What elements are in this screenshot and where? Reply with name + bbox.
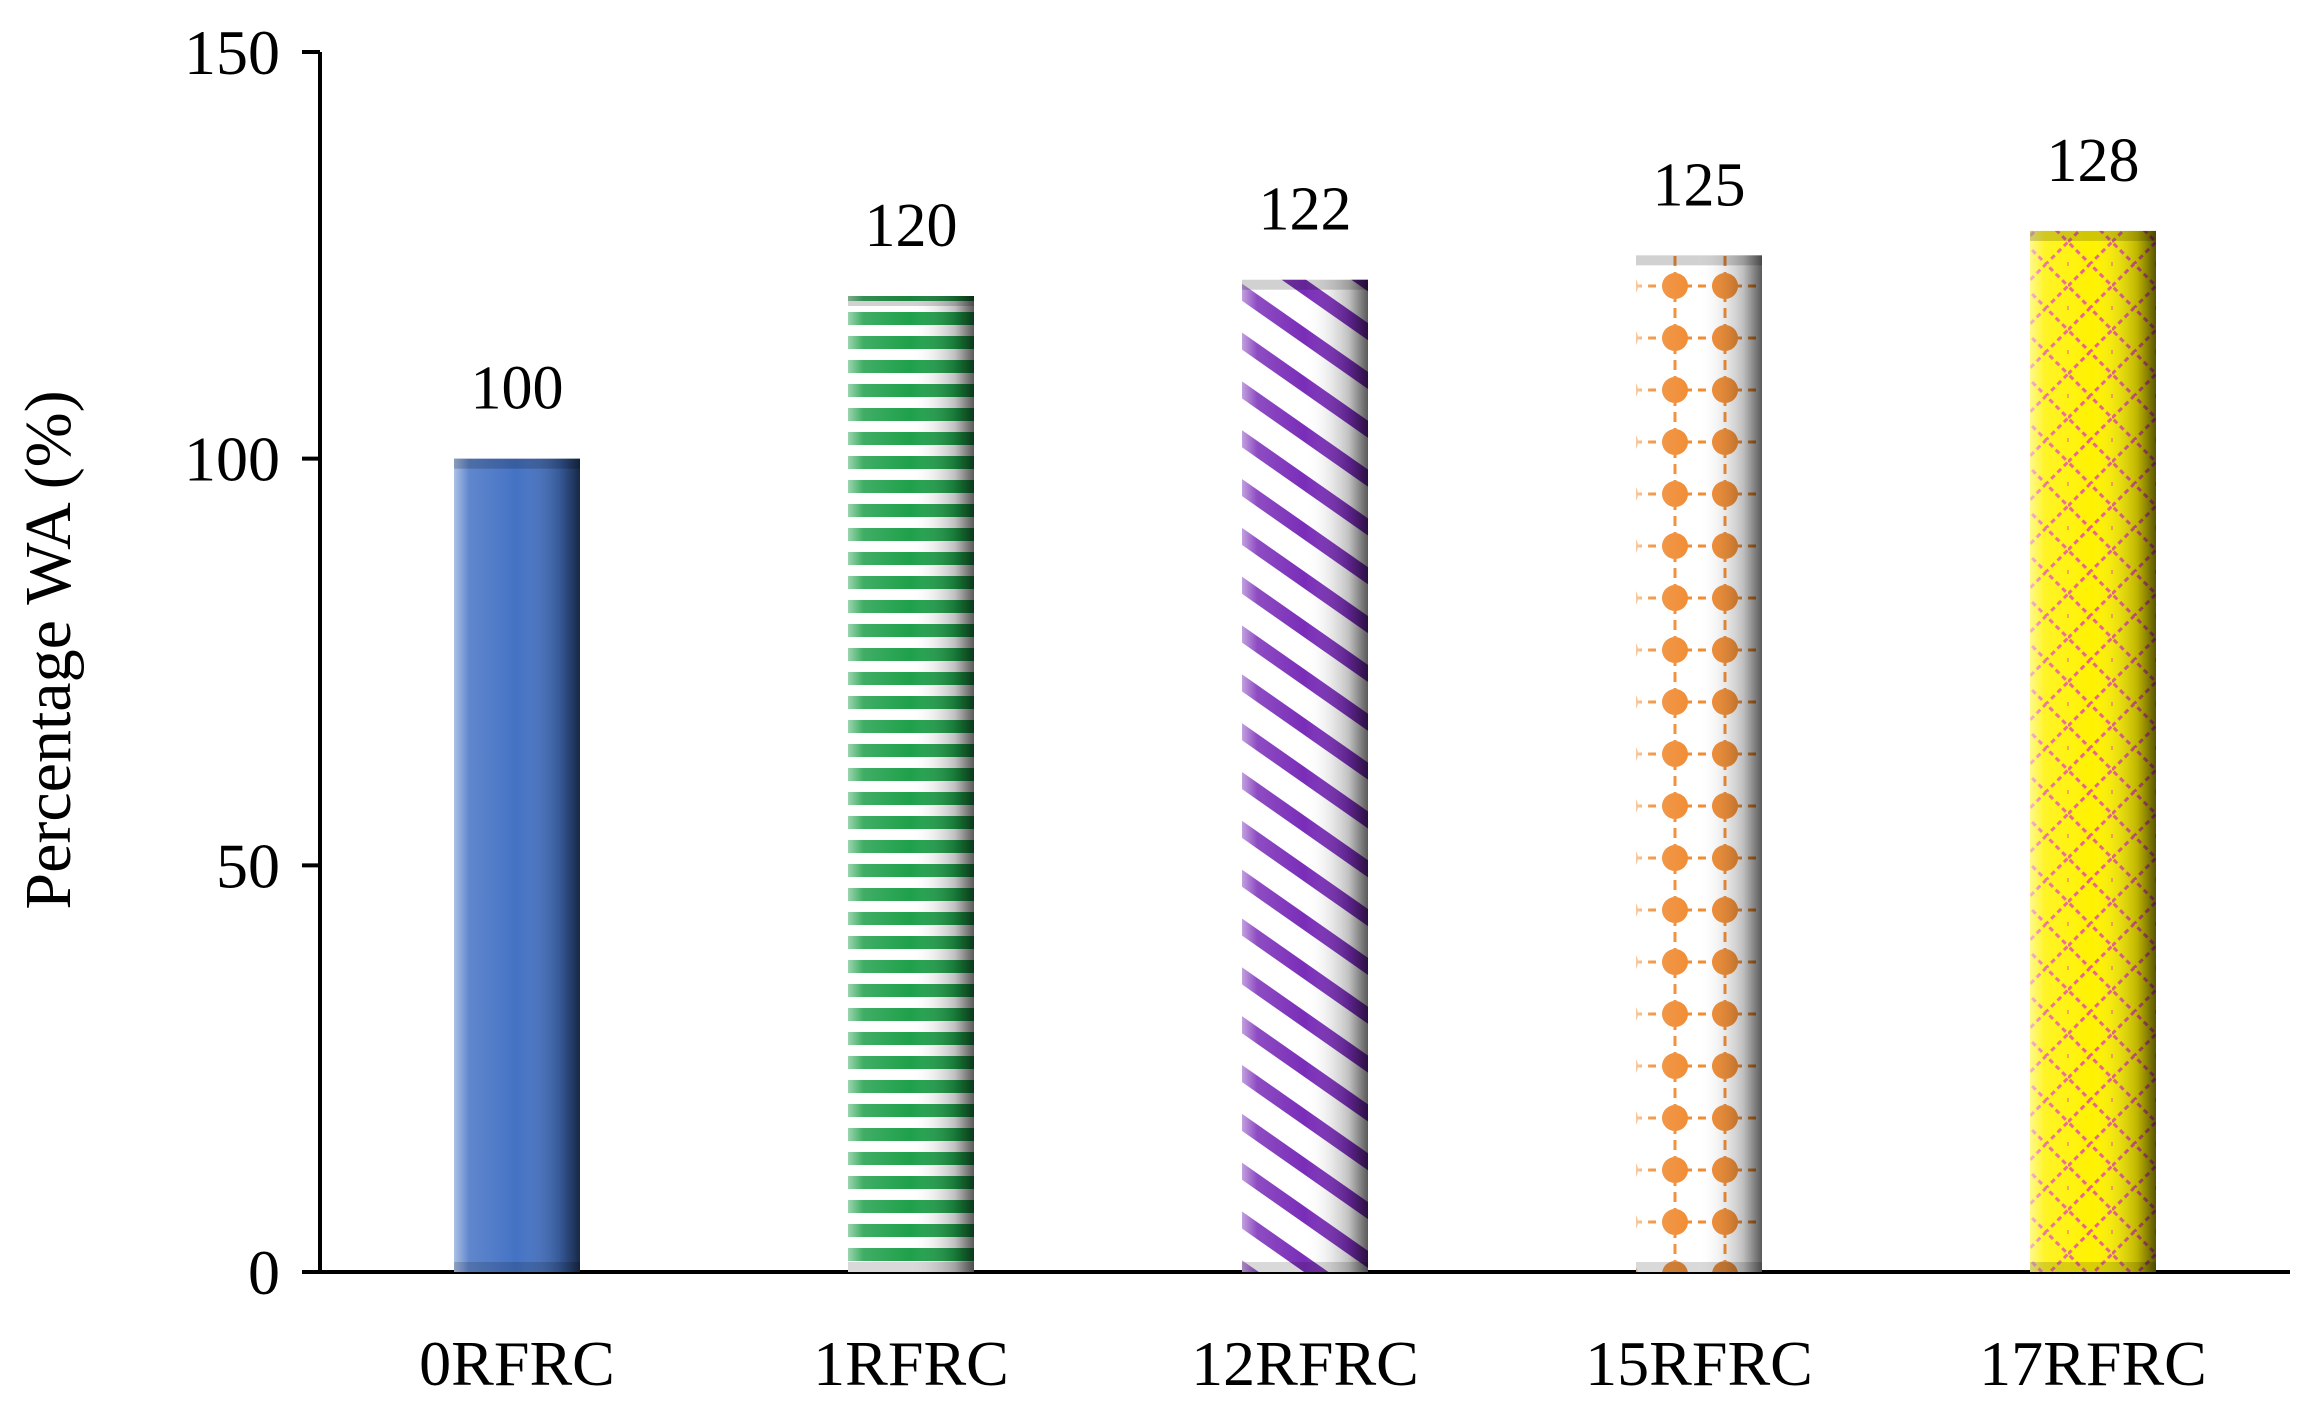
bar-bottom-bevel-15RFRC	[1636, 1262, 1762, 1272]
bar-top-bevel-12RFRC	[1242, 279, 1368, 290]
bar-top-bevel-15RFRC	[1636, 255, 1762, 266]
bar-bottom-bevel-1RFRC	[848, 1262, 974, 1272]
y-tick-label-0: 0	[248, 1237, 280, 1308]
data-label-15RFRC: 125	[1653, 151, 1746, 219]
bars	[454, 230, 2156, 1273]
bar-top-bevel-1RFRC	[848, 296, 974, 306]
y-tick-label-100: 100	[184, 424, 280, 495]
category-labels: 0RFRC 1RFRC 12RFRC 15RFRC 17RFRC	[419, 1328, 2207, 1399]
y-ticks: 0 50 100 150	[184, 17, 320, 1308]
category-label-1RFRC: 1RFRC	[813, 1328, 1009, 1399]
bar-shading-12RFRC	[1242, 279, 1368, 1272]
category-label-17RFRC: 17RFRC	[1979, 1328, 2207, 1399]
data-label-1RFRC: 120	[865, 192, 958, 260]
bar-15RFRC	[1636, 255, 1762, 1273]
category-label-0RFRC: 0RFRC	[419, 1328, 615, 1399]
data-label-12RFRC: 122	[1259, 176, 1352, 244]
bar-top-bevel-17RFRC	[2030, 230, 2156, 241]
bar-bottom-bevel-17RFRC	[2030, 1262, 2156, 1272]
bar-bottom-bevel-0RFRC	[454, 1262, 580, 1272]
bar-0RFRC	[454, 458, 580, 1273]
bar-shading-15RFRC	[1636, 255, 1762, 1273]
bar-shading-0RFRC	[454, 458, 580, 1273]
bar-17RFRC	[2030, 230, 2156, 1272]
data-label-17RFRC: 128	[2047, 127, 2140, 195]
category-label-15RFRC: 15RFRC	[1585, 1328, 1813, 1399]
data-labels: 100 120 122 125 128	[471, 127, 2140, 423]
y-tick-label-50: 50	[216, 830, 280, 901]
bar-shading-17RFRC	[2030, 230, 2156, 1272]
bar-shading-1RFRC	[848, 296, 974, 1272]
bar-12RFRC	[1242, 279, 1368, 1272]
y-tick-label-150: 150	[184, 17, 280, 88]
category-label-12RFRC: 12RFRC	[1191, 1328, 1419, 1399]
y-axis-title: Percentage WA (%)	[12, 390, 85, 909]
bar-top-bevel-0RFRC	[454, 458, 580, 469]
bar-bottom-bevel-12RFRC	[1242, 1262, 1368, 1272]
data-label-0RFRC: 100	[471, 355, 564, 423]
bar-1RFRC	[848, 296, 974, 1272]
